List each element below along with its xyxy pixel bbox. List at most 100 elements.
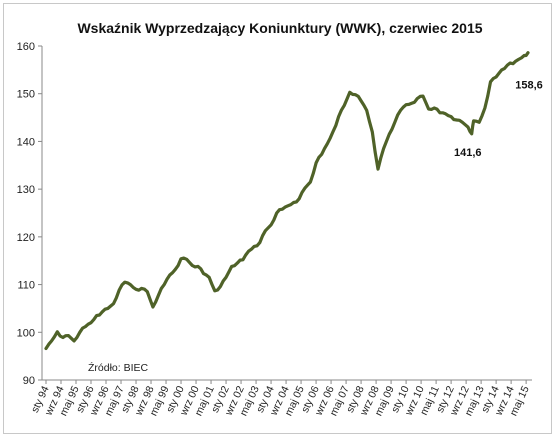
data-point: [455, 118, 458, 122]
data-point: [230, 265, 233, 268]
data-point: [61, 336, 65, 339]
data-point: [89, 321, 93, 324]
data-point: [517, 58, 520, 61]
data-point: [275, 211, 278, 215]
data-point: [67, 334, 70, 337]
data-point: [427, 107, 430, 111]
data-point: [185, 258, 188, 261]
y-tick-label: 130: [17, 184, 35, 196]
data-point: [416, 97, 419, 100]
data-point: [224, 276, 228, 279]
data-point: [444, 112, 447, 116]
data-point: [365, 109, 368, 112]
data-point: [72, 339, 76, 343]
annotation-low: 141,6: [454, 147, 482, 159]
data-point: [478, 121, 481, 124]
data-point: [314, 161, 318, 165]
source-note: Źródło: BIEC: [88, 361, 149, 374]
data-point: [393, 121, 396, 124]
data-point: [494, 75, 498, 79]
data-point: [483, 106, 487, 110]
data-point: [404, 103, 408, 106]
data-point: [202, 272, 205, 275]
data-point: [500, 68, 503, 72]
data-point: [129, 283, 132, 286]
chart-title: Wskaźnik Wyprzedzający Koniunktury (WWK)…: [77, 20, 483, 36]
data-point: [253, 245, 256, 248]
data-point: [438, 111, 442, 115]
data-point: [281, 208, 284, 211]
data-point: [168, 273, 171, 277]
data-point: [382, 147, 385, 150]
data-point: [236, 261, 239, 265]
series-line: [44, 51, 530, 351]
data-point: [286, 204, 290, 207]
data-point: [258, 241, 261, 244]
data-point: [264, 229, 267, 232]
y-tick-label: 90: [23, 375, 35, 387]
data-point: [489, 80, 492, 84]
y-tick-label: 150: [17, 89, 35, 101]
data-point: [292, 201, 295, 204]
data-point: [511, 62, 515, 65]
data-point: [78, 331, 82, 334]
data-point: [196, 265, 200, 268]
data-point: [95, 314, 98, 317]
data-point: [331, 130, 335, 134]
data-point: [163, 283, 166, 286]
y-tick-label: 110: [17, 280, 35, 292]
y-tick-label: 100: [17, 327, 35, 339]
data-point: [449, 115, 453, 118]
data-point: [56, 330, 59, 333]
data-point: [472, 119, 475, 123]
data-point: [388, 133, 391, 136]
data-point: [337, 115, 340, 118]
y-tick-label: 140: [17, 136, 35, 148]
data-point: [354, 93, 357, 96]
data-point: [326, 142, 329, 145]
data-point: [421, 94, 425, 98]
data-point: [461, 121, 464, 124]
data-point: [123, 281, 127, 284]
data-point: [44, 347, 48, 350]
data-point: [298, 197, 301, 200]
data-point: [343, 104, 346, 107]
data-point: [399, 109, 402, 112]
data-point: [376, 167, 380, 171]
chart-frame: [3, 3, 552, 434]
data-point: [117, 289, 121, 292]
data-point: [157, 293, 160, 297]
data-point: [50, 339, 53, 343]
y-tick-label: 160: [17, 41, 35, 53]
y-tick-label: 120: [17, 232, 35, 244]
data-point: [466, 125, 470, 129]
data-point: [320, 153, 323, 156]
data-point: [470, 132, 473, 135]
data-point: [140, 287, 143, 290]
data-point: [106, 307, 110, 310]
data-point: [241, 258, 245, 261]
data-point: [208, 276, 211, 279]
data-point: [151, 305, 155, 309]
data-point: [433, 106, 436, 110]
data-point: [134, 288, 138, 291]
data-point: [219, 285, 222, 288]
data-point: [247, 250, 250, 253]
data-point: [359, 99, 363, 103]
data-point: [269, 223, 273, 227]
data-point: [523, 54, 526, 57]
data-point: [191, 264, 194, 267]
data-point: [174, 268, 177, 271]
data-point: [112, 302, 115, 305]
data-point: [506, 63, 509, 67]
data-point: [146, 290, 149, 293]
data-point: [101, 310, 104, 313]
data-point: [526, 51, 530, 54]
data-point: [84, 325, 87, 328]
data-point: [213, 289, 216, 292]
data-point: [410, 102, 413, 105]
data-point: [371, 130, 374, 134]
data-point: [179, 257, 183, 260]
data-point: [309, 180, 312, 184]
